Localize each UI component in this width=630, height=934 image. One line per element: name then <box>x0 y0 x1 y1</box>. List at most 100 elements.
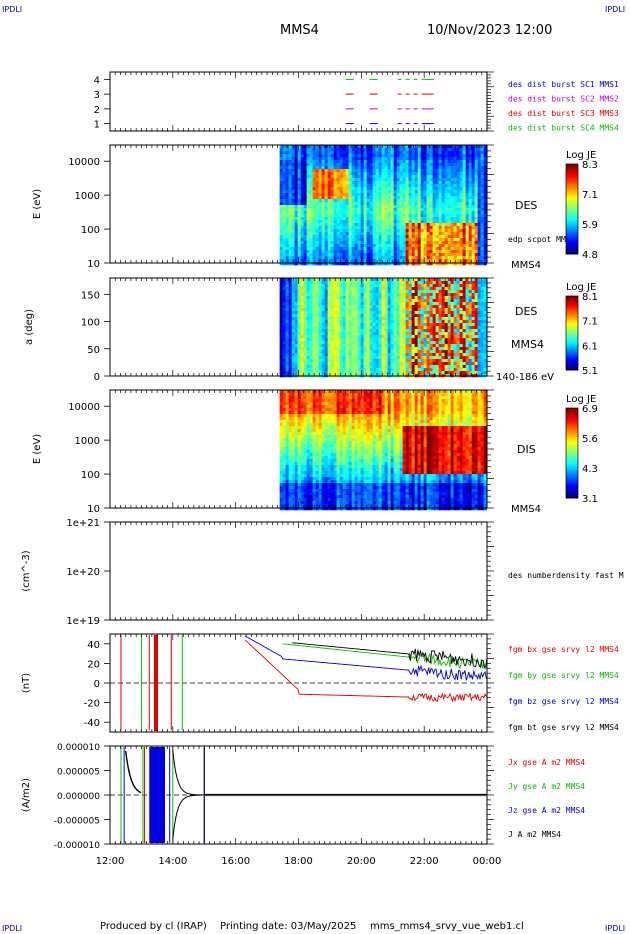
heatmap-cell <box>450 229 454 233</box>
heatmap-cell <box>291 172 295 176</box>
heatmap-cell <box>396 217 400 221</box>
heatmap-cell <box>393 329 397 333</box>
heatmap-cell <box>414 281 418 285</box>
heatmap-cell <box>318 181 322 185</box>
heatmap-cell <box>384 259 388 263</box>
heatmap-cell <box>474 241 478 245</box>
heatmap-cell <box>282 338 286 342</box>
heatmap-cell <box>435 296 439 300</box>
heatmap-cell <box>294 226 298 230</box>
heatmap-cell <box>414 235 418 239</box>
heatmap-cell <box>450 202 454 206</box>
heatmap-cell <box>408 302 412 306</box>
heatmap-cell <box>471 247 475 251</box>
heatmap-cell <box>330 278 334 282</box>
heatmap-cell <box>381 181 385 185</box>
heatmap-cell <box>294 308 298 312</box>
colorbar-swatch <box>566 193 578 196</box>
heatmap-cell <box>474 193 478 197</box>
heatmap-cell <box>456 314 460 318</box>
heatmap-cell <box>318 335 322 339</box>
heatmap-cell <box>420 148 424 152</box>
heatmap-cell <box>345 341 349 345</box>
heatmap-cell <box>330 166 334 170</box>
heatmap-cell <box>480 244 484 248</box>
heatmap-cell <box>300 365 304 369</box>
heatmap-cell <box>450 365 454 369</box>
heatmap-cell <box>306 326 310 330</box>
heatmap-cell <box>372 190 376 194</box>
heatmap-cell <box>417 190 421 194</box>
heatmap-cell <box>420 220 424 224</box>
heatmap-cell <box>300 169 304 173</box>
heatmap-cell <box>390 193 394 197</box>
heatmap-cell <box>378 145 382 149</box>
heatmap-cell <box>417 175 421 179</box>
heatmap-cell <box>363 220 367 224</box>
heatmap-cell <box>462 199 466 203</box>
heatmap-cell <box>456 362 460 366</box>
heatmap-cell <box>471 208 475 212</box>
heatmap-cell <box>441 356 445 360</box>
colorbar-swatch <box>566 213 578 217</box>
heatmap-cell <box>444 262 448 266</box>
heatmap-cell <box>279 344 283 348</box>
heatmap-cell <box>447 232 451 236</box>
heatmap-cell <box>372 199 376 203</box>
heatmap-cell <box>279 241 283 245</box>
heatmap-cell <box>447 169 451 173</box>
heatmap-cell <box>279 362 283 366</box>
heatmap-cell <box>294 299 298 303</box>
heatmap-cell <box>462 287 466 291</box>
heatmap-cell <box>402 205 406 209</box>
heatmap-cell <box>477 172 481 176</box>
heatmap-cell <box>372 371 376 375</box>
heatmap-cell <box>351 205 355 209</box>
heatmap-cell <box>330 235 334 239</box>
heatmap-cell <box>291 181 295 185</box>
heatmap-cell <box>432 320 436 324</box>
heatmap-cell <box>423 241 427 245</box>
heatmap-cell <box>411 338 415 342</box>
heatmap-cell <box>405 290 409 294</box>
heatmap-cell <box>429 247 433 251</box>
heatmap-cell <box>447 238 451 242</box>
heatmap-cell <box>279 154 283 158</box>
heatmap-cell <box>324 314 328 318</box>
heatmap-cell <box>339 338 343 342</box>
heatmap-cell <box>342 317 346 321</box>
heatmap-cell <box>417 305 421 309</box>
heatmap-cell <box>438 229 442 233</box>
heatmap-cell <box>297 308 301 312</box>
heatmap-cell <box>288 169 292 173</box>
heatmap-cell <box>453 214 457 218</box>
heatmap-cell <box>282 145 286 149</box>
heatmap-cell <box>279 281 283 285</box>
heatmap-cell <box>354 338 358 342</box>
heatmap-cell <box>471 229 475 233</box>
heatmap-cell <box>342 362 346 366</box>
heatmap-cell <box>456 220 460 224</box>
heatmap-cell <box>369 253 373 257</box>
heatmap-cell <box>450 196 454 200</box>
heatmap-cell <box>423 299 427 303</box>
heatmap-cell <box>429 317 433 321</box>
heatmap-cell <box>306 356 310 360</box>
heatmap-cell <box>420 166 424 170</box>
heatmap-cell <box>393 181 397 185</box>
heatmap-cell <box>354 241 358 245</box>
heatmap-cell <box>363 341 367 345</box>
heatmap-cell <box>354 151 358 155</box>
heatmap-cell <box>474 187 478 191</box>
heatmap-cell <box>432 281 436 285</box>
heatmap-cell <box>408 296 412 300</box>
heatmap-cell <box>480 262 484 266</box>
heatmap-cell <box>345 347 349 351</box>
heatmap-cell <box>363 347 367 351</box>
heatmap-cell <box>360 323 364 327</box>
heatmap-cell <box>366 181 370 185</box>
heatmap-cell <box>465 323 469 327</box>
heatmap-cell <box>411 278 415 282</box>
heatmap-cell <box>345 350 349 354</box>
heatmap-cell <box>351 314 355 318</box>
